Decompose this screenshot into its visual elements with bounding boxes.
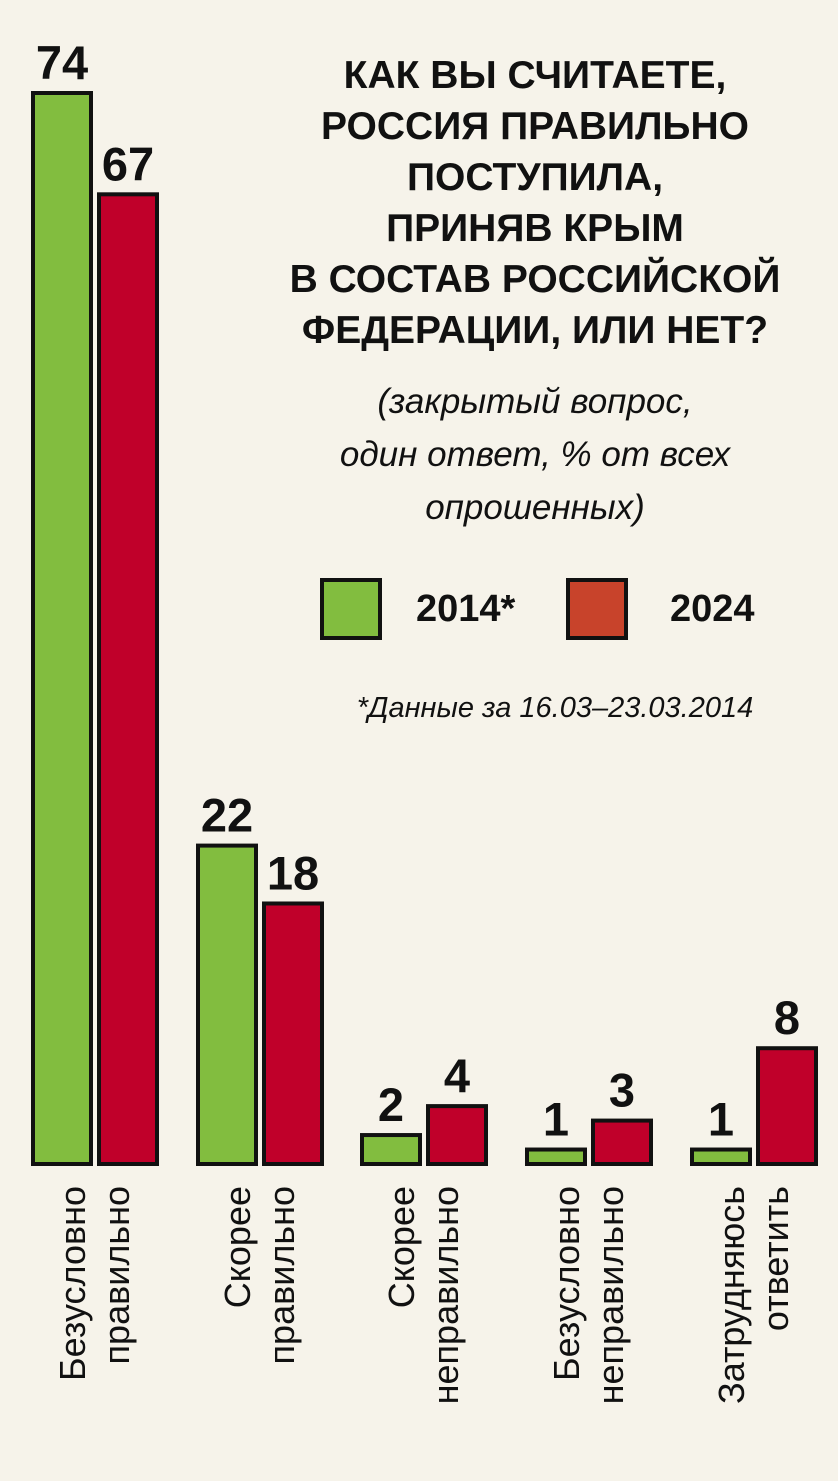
category-label-line: Скорее: [381, 1186, 422, 1308]
category-label-line: правильно: [261, 1186, 302, 1364]
footnote: *Данные за 16.03–23.03.2014: [356, 692, 754, 724]
bar-2024-1: [262, 901, 324, 1167]
bar-2014-2: [360, 1133, 422, 1167]
category-label-4: Затрудняюсь ответить: [711, 1186, 796, 1404]
bar-2024-0: [97, 192, 159, 1167]
category-label-line: Скорее: [217, 1186, 258, 1308]
legend-swatch-2024: [566, 578, 628, 640]
value-label-2024-1: 18: [267, 846, 319, 899]
chart-title-line: РОССИЯ ПРАВИЛЬНО: [321, 105, 749, 148]
category-label-2: Скорее неправильно: [381, 1186, 466, 1404]
chart-title-line: ФЕДЕРАЦИИ, ИЛИ НЕТ?: [301, 309, 769, 352]
chart-title: КАК ВЫ СЧИТАЕТЕ, РОССИЯ ПРАВИЛЬНО ПОСТУП…: [240, 50, 830, 356]
category-label-line: правильно: [96, 1186, 137, 1364]
bar-2014-4: [690, 1147, 752, 1166]
category-label-line: Безусловно: [52, 1186, 93, 1381]
bar-2014-1: [196, 843, 258, 1166]
category-label-3: Безусловно неправильно: [546, 1186, 631, 1404]
value-label-2014-1: 22: [201, 789, 253, 842]
category-label-line: Безусловно: [546, 1186, 587, 1381]
value-label-2024-4: 8: [774, 991, 800, 1044]
chart-title-line: КАК ВЫ СЧИТАЕТЕ,: [343, 54, 727, 97]
category-label-1: Скорее правильно: [217, 1186, 302, 1364]
legend-item-2014: 2014*: [320, 578, 515, 640]
bar-2024-2: [426, 1104, 488, 1167]
chart-subtitle: (закрытый вопрос, один ответ, % от всех …: [270, 375, 800, 534]
category-label-line: неправильно: [425, 1186, 466, 1404]
chart-subtitle-line: (закрытый вопрос,: [377, 382, 693, 421]
bar-2024-3: [591, 1118, 653, 1166]
legend-swatch-2014: [320, 578, 382, 640]
value-label-2024-2: 4: [444, 1049, 470, 1102]
bar-2024-4: [756, 1046, 818, 1166]
bar-2014-0: [31, 91, 93, 1166]
category-label-0: Безусловно правильно: [52, 1186, 137, 1381]
chart-subtitle-line: опрошенных): [425, 488, 645, 527]
value-label-2014-3: 1: [543, 1093, 569, 1146]
category-label-line: Затрудняюсь: [711, 1186, 752, 1404]
category-labels: Безусловно правильно Скорее правильно Скорее…: [52, 1186, 796, 1404]
category-label-line: неправильно: [590, 1186, 631, 1404]
value-label-2014-4: 1: [708, 1093, 734, 1146]
legend-label-2024: 2024: [670, 587, 755, 630]
value-label-2024-3: 3: [609, 1064, 635, 1117]
legend-item-2024: 2024: [566, 578, 755, 640]
legend: 2014* 2024: [320, 578, 820, 648]
value-label-2014-0: 74: [36, 36, 88, 89]
chart-title-line: В СОСТАВ РОССИЙСКОЙ: [289, 258, 781, 301]
chart-title-line: ПОСТУПИЛА,: [406, 156, 664, 199]
chart-subtitle-line: один ответ, % от всех: [339, 435, 731, 474]
bars-layer: [31, 91, 818, 1167]
bar-2014-3: [525, 1147, 587, 1166]
category-label-line: ответить: [755, 1186, 796, 1331]
value-label-2024-0: 67: [102, 137, 154, 190]
value-label-2014-2: 2: [378, 1078, 404, 1131]
chart-title-line: ПРИНЯВ КРЫМ: [386, 207, 684, 250]
legend-label-2014: 2014*: [416, 587, 516, 630]
